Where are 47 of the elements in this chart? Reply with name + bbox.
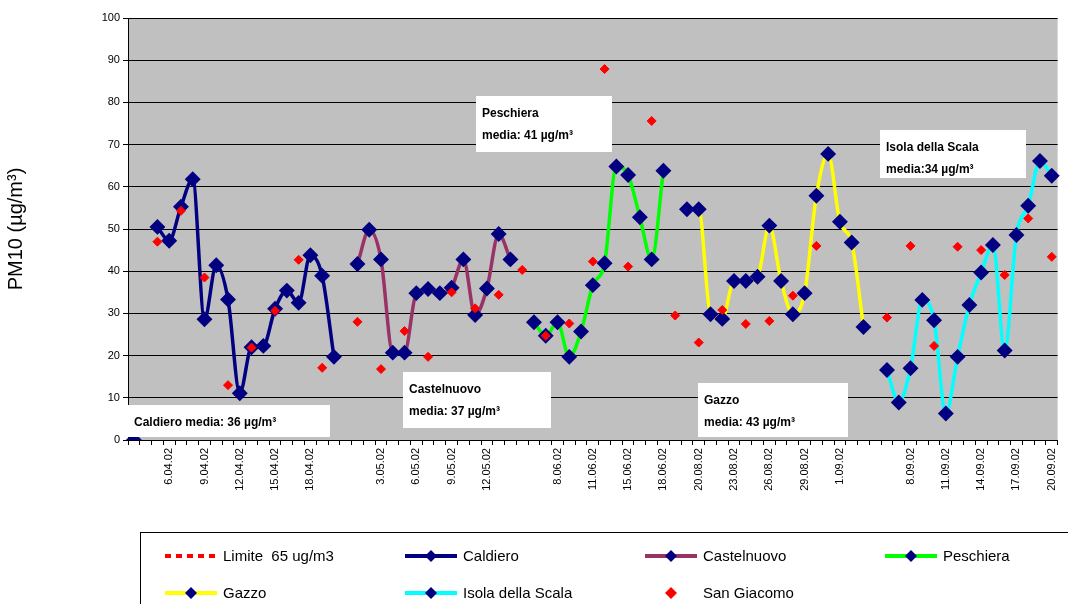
legend-label: Caldiero: [463, 547, 519, 564]
x-tick-label: 9.05.02: [444, 448, 457, 485]
legend-label: Isola della Scala: [463, 584, 573, 601]
y-tick-label: 50: [107, 222, 120, 235]
x-tick-label: 20.09.02: [1044, 448, 1057, 491]
x-tick-label: 6.04.02: [162, 448, 175, 485]
text-box: Gazzo media: 43 µg/m³: [698, 383, 848, 437]
y-tick-label: 70: [107, 137, 120, 150]
x-tick-label: 15.04.02: [268, 448, 281, 491]
y-tick-label: 20: [107, 348, 120, 361]
x-tick-label: 8.09.02: [903, 448, 916, 485]
y-axis-title: PM10 (µg/m³): [3, 167, 26, 291]
x-tick-label: 14.09.02: [974, 448, 987, 491]
x-tick-label: 23.08.02: [727, 448, 740, 491]
y-tick-label: 90: [107, 53, 120, 66]
text-box: Peschiera media: 41 µg/m³: [476, 96, 612, 152]
legend-label: Gazzo: [223, 584, 267, 601]
x-tick-label: 29.08.02: [797, 448, 810, 491]
x-tick-label: 18.04.02: [303, 448, 316, 491]
x-tick-label: 12.04.02: [232, 448, 245, 491]
legend-label: San Giacomo: [703, 584, 794, 601]
legend-label: Limite 65 ug/m3: [223, 547, 334, 564]
text-box: Isola della Scala media:34 µg/m³: [880, 130, 1026, 178]
x-tick-label: 15.06.02: [621, 448, 634, 491]
x-tick-label: 3.05.02: [374, 448, 387, 485]
text-box: Castelnuovo media: 37 µg/m³: [403, 372, 551, 428]
y-tick-label: 60: [107, 179, 120, 192]
x-tick-label: 11.06.02: [585, 448, 598, 491]
x-tick-label: 20.08.02: [691, 448, 704, 491]
x-tick-label: 8.06.02: [550, 448, 563, 485]
x-tick-label: 18.06.02: [656, 448, 669, 491]
x-tick-label: 9.04.02: [197, 448, 210, 485]
x-tick-label: 26.08.02: [762, 448, 775, 491]
y-tick-label: 40: [107, 264, 120, 277]
legend-label: Peschiera: [943, 547, 1010, 564]
legend-label: Castelnuovo: [703, 547, 787, 564]
y-tick-label: 30: [107, 306, 120, 319]
x-tick-label: 17.09.02: [1009, 448, 1022, 491]
y-tick-label: 0: [113, 433, 120, 446]
y-tick-label: 100: [101, 11, 120, 24]
x-tick-label: 6.05.02: [409, 448, 422, 485]
y-tick-label: 80: [107, 95, 120, 108]
x-tick-label: 12.05.02: [479, 448, 492, 491]
text-box: Caldiero media: 36 µg/m³: [128, 405, 330, 437]
x-tick-label: 1.09.02: [832, 448, 845, 485]
x-tick-label: 11.09.02: [938, 448, 951, 491]
y-tick-label: 10: [107, 390, 120, 403]
